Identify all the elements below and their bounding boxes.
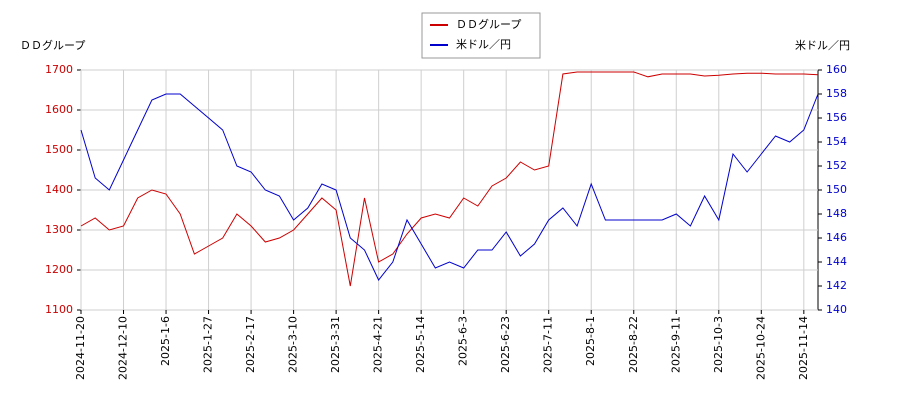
x-tick-label: 2025-3-31	[329, 316, 342, 373]
legend-label: 米ドル／円	[456, 38, 511, 51]
x-tick-label: 2025-7-11	[542, 316, 555, 373]
y2-tick-label: 144	[826, 255, 847, 268]
y2-tick-label: 148	[826, 207, 847, 220]
y2-tick-label: 160	[826, 63, 847, 76]
y2-tick-label: 158	[826, 87, 847, 100]
y2-tick-label: 152	[826, 159, 847, 172]
y2-tick-label: 156	[826, 111, 847, 124]
y-tick-label: 1500	[45, 143, 73, 156]
y2-tick-label: 142	[826, 279, 847, 292]
x-tick-label: 2025-8-1	[584, 316, 597, 366]
series-line	[80, 71, 819, 287]
x-tick-label: 2025-8-22	[627, 316, 640, 373]
x-tick-label: 2025-10-3	[712, 316, 725, 373]
legend-box	[421, 12, 541, 59]
x-tick-label: 2025-1-27	[202, 316, 215, 373]
y-tick-label: 1200	[45, 263, 73, 276]
x-tick-label: 2025-11-14	[797, 316, 810, 380]
y-tick-label: 1100	[45, 303, 73, 316]
y2-tick-label: 146	[826, 231, 847, 244]
series-line	[80, 93, 819, 281]
legend-label: ＤＤグループ	[456, 17, 521, 31]
x-tick-label: 2025-10-24	[754, 316, 767, 380]
x-tick-label: 2025-1-6	[159, 316, 172, 366]
x-tick-label: 2024-12-10	[117, 316, 130, 380]
x-tick-label: 2025-4-21	[372, 316, 385, 373]
y2-tick-label: 154	[826, 135, 847, 148]
x-tick-label: 2025-3-10	[287, 316, 300, 373]
y-tick-label: 1300	[45, 223, 73, 236]
y-tick-label: 1600	[45, 103, 73, 116]
y2-tick-label: 150	[826, 183, 847, 196]
y2-tick-label: 140	[826, 303, 847, 316]
y-tick-label: 1400	[45, 183, 73, 196]
x-tick-label: 2025-6-23	[499, 316, 512, 373]
x-tick-label: 2025-9-11	[669, 316, 682, 373]
x-tick-label: 2024-11-20	[74, 316, 87, 380]
y-tick-label: 1700	[45, 63, 73, 76]
x-tick-label: 2025-6-3	[457, 316, 470, 366]
x-tick-label: 2025-2-17	[244, 316, 257, 373]
y-axis-title: ＤＤグループ	[20, 38, 85, 52]
y2-axis-title: 米ドル／円	[795, 39, 850, 52]
x-tick-label: 2025-5-14	[414, 316, 427, 373]
